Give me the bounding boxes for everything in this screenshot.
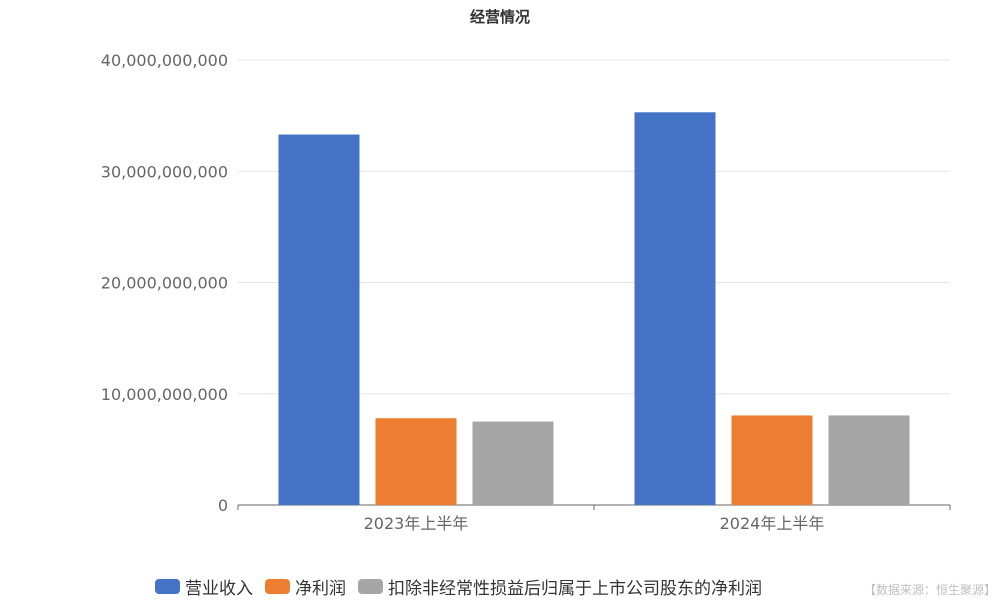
legend-label-net-profit: 净利润 — [295, 579, 346, 599]
y-tick-label: 0 — [218, 496, 228, 515]
legend: 营业收入 净利润 扣除非经常性损益后归属于上市公司股东的净利润 — [155, 574, 774, 599]
bar-2-1 — [375, 418, 457, 505]
bar-3-1 — [472, 421, 554, 505]
chart-title: 经营情况 — [469, 8, 530, 26]
x-tick-label: 2024年上半年 — [720, 514, 825, 533]
bar-1-1 — [278, 134, 360, 505]
bar-2-2 — [731, 415, 813, 505]
legend-label-revenue: 营业收入 — [185, 579, 253, 599]
legend-swatch-revenue — [155, 579, 180, 594]
source-note: 【数据来源：恒生聚源】 — [863, 583, 996, 597]
bar-1-2 — [634, 112, 716, 505]
legend-item-revenue[interactable]: 营业收入 — [155, 574, 253, 599]
bar-3-2 — [828, 415, 910, 505]
legend-label-deducted-net-profit: 扣除非经常性损益后归属于上市公司股东的净利润 — [388, 579, 762, 599]
legend-item-deducted-net-profit[interactable]: 扣除非经常性损益后归属于上市公司股东的净利润 — [358, 574, 762, 599]
x-tick-label: 2023年上半年 — [364, 514, 469, 533]
y-tick-label: 10,000,000,000 — [101, 385, 228, 404]
legend-swatch-deducted-net-profit — [358, 579, 383, 594]
legend-item-net-profit[interactable]: 净利润 — [265, 574, 346, 599]
legend-swatch-net-profit — [265, 579, 290, 594]
y-tick-label: 20,000,000,000 — [101, 274, 228, 293]
y-tick-label: 40,000,000,000 — [101, 51, 228, 70]
y-tick-label: 30,000,000,000 — [101, 162, 228, 181]
